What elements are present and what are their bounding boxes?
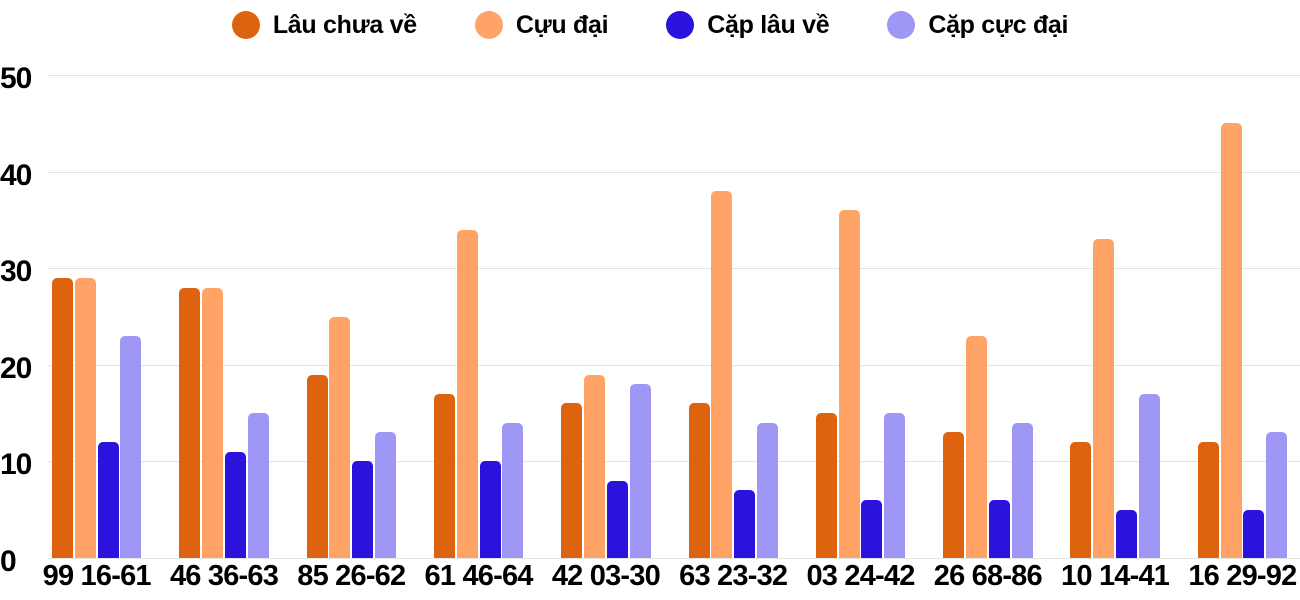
legend-dot-icon [474,11,503,39]
bar-2-group-2 [202,287,224,558]
x-axis-category-label: 61 46-64 [424,560,534,592]
legend-label: Cặp lâu về [707,10,830,39]
legend-label: Cựu đại [515,10,609,39]
bar-1-group-8 [943,432,965,558]
bar-3-group-4 [479,461,501,558]
legend-dot-icon [887,11,916,39]
bar-2-group-7 [838,210,860,558]
y-axis-tick-label: 20 [0,351,32,385]
x-axis-category-label: 63 23-32 [679,560,788,592]
bar-4-group-5 [629,384,651,558]
legend-item: Cặp lâu về [666,10,830,39]
legend-item: Cựu đại [474,10,609,39]
bar-2-group-1 [74,277,96,558]
y-axis-tick-label: 30 [0,255,32,289]
legend-dot-icon [666,11,695,39]
bar-4-group-10 [1266,432,1288,558]
gridline [48,558,1300,559]
bar-2-group-6 [711,190,733,558]
gridline [48,171,1300,173]
bar-1-group-9 [1070,442,1092,558]
gridline [48,268,1300,270]
y-axis-tick-label: 50 [0,62,32,95]
bar-1-group-10 [1197,442,1219,558]
bar-4-group-3 [375,432,396,558]
bar-1-group-6 [688,403,710,558]
bar-1-group-3 [306,374,328,558]
legend-item: Lâu chưa về [231,10,417,39]
y-axis-tick-label: 40 [0,158,32,192]
bar-3-group-8 [988,500,1010,558]
chart-legend: Lâu chưa về Cựu đại Cặp lâu về Cặp cực đại [0,6,1300,44]
legend-label: Cặp cực đại [928,10,1069,39]
x-axis-category-label: 26 68-86 [933,560,1043,592]
gridline [48,461,1300,463]
y-axis-tick-label: 10 [0,448,32,482]
legend-label: Lâu chưa về [272,10,417,39]
bar-1-group-7 [815,413,837,558]
bar-2-group-9 [1093,239,1115,558]
bar-3-group-3 [352,461,374,558]
bar-3-group-7 [861,500,883,558]
y-axis-tick-label: 0 [0,545,17,578]
bar-2-group-3 [329,316,351,558]
bar-2-group-10 [1220,123,1242,558]
bar-3-group-2 [224,451,246,558]
x-axis-category-label: 85 26-62 [297,560,406,592]
bar-3-group-1 [97,442,119,558]
bar-3-group-9 [1116,509,1137,558]
x-axis-category-label: 99 16-61 [42,560,152,592]
bar-2-group-8 [965,335,987,558]
bar-4-group-6 [756,422,778,558]
bar-2-group-5 [584,374,605,558]
gridline [48,75,1300,76]
bar-1-group-5 [561,403,583,558]
bar-3-group-10 [1243,509,1265,558]
bar-3-group-6 [734,490,756,558]
bar-4-group-1 [120,335,142,558]
x-axis-category-label: 46 36-63 [169,560,279,592]
bar-4-group-4 [502,422,524,558]
bar-4-group-9 [1138,393,1160,558]
bar-4-group-8 [1011,422,1033,558]
bar-1-group-4 [433,393,455,558]
legend-item: Cặp cực đại [887,11,1068,39]
bar-1-group-2 [179,287,201,558]
bar-2-group-4 [456,229,478,558]
bar-1-group-1 [52,277,73,558]
bar-4-group-2 [247,413,269,558]
x-axis-category-label: 16 29-92 [1188,560,1297,592]
gridline [48,364,1300,366]
bar-4-group-7 [884,413,906,558]
x-axis-category-label: 10 14-41 [1061,560,1170,592]
x-axis-category-label: 03 24-42 [806,560,915,592]
legend-dot-icon [231,11,260,39]
bar-3-group-5 [606,480,628,558]
x-axis-category-label: 42 03-30 [551,560,661,592]
